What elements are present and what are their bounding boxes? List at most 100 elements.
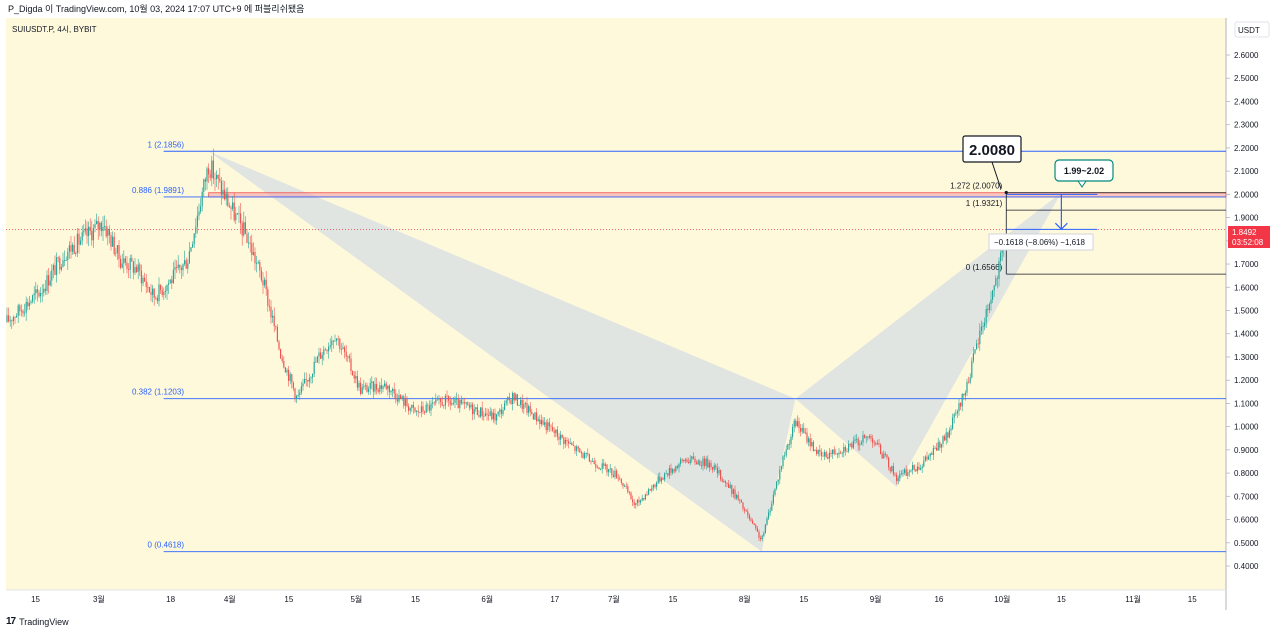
candle-body bbox=[630, 492, 632, 500]
candle-body bbox=[880, 444, 882, 455]
candle-body bbox=[500, 409, 502, 415]
candle-body bbox=[816, 450, 818, 454]
candle-body bbox=[699, 460, 701, 466]
candle-body bbox=[811, 442, 813, 447]
candle-body bbox=[36, 289, 38, 293]
candle-body bbox=[968, 381, 970, 383]
candle-body bbox=[734, 489, 736, 499]
candle-body bbox=[612, 475, 614, 477]
candle-body bbox=[235, 213, 237, 221]
candle-body bbox=[996, 278, 998, 280]
candle-body bbox=[84, 228, 86, 231]
candle-body bbox=[624, 485, 626, 487]
candle-body bbox=[251, 243, 253, 255]
candle-body bbox=[654, 484, 656, 487]
candle-body bbox=[494, 412, 496, 421]
candle-body bbox=[873, 442, 875, 444]
candle-body bbox=[180, 267, 182, 271]
measure-box[interactable] bbox=[988, 233, 1094, 251]
candle-body bbox=[966, 381, 968, 393]
candle-body bbox=[668, 468, 670, 476]
candle-body bbox=[780, 466, 782, 470]
price-chart[interactable]: 1 (2.1856) 0.886 (1.9891) 0.382 (1.1203) 0 … bbox=[6, 18, 1272, 610]
range-callout-text: 1.99~2.02 bbox=[1064, 166, 1104, 176]
candle-body bbox=[225, 193, 227, 200]
candle-body bbox=[588, 454, 590, 462]
candle-body bbox=[337, 338, 339, 340]
pattern-bcd-triangle[interactable] bbox=[795, 192, 1062, 488]
candle-body bbox=[216, 174, 218, 180]
candle-body bbox=[177, 264, 179, 268]
candle-body bbox=[905, 469, 907, 476]
candle-body bbox=[614, 470, 616, 477]
candle-body bbox=[315, 361, 317, 363]
candle-body bbox=[379, 385, 381, 392]
candle-body bbox=[564, 439, 566, 444]
candle-body bbox=[123, 258, 125, 264]
candle-body bbox=[366, 385, 368, 392]
candle-body bbox=[609, 468, 611, 470]
candle-body bbox=[518, 404, 520, 406]
candle-body bbox=[268, 305, 270, 307]
candle-body bbox=[67, 251, 69, 261]
candle-body bbox=[851, 443, 853, 448]
candle-body bbox=[433, 402, 435, 404]
x-tick-label: 16 bbox=[934, 595, 943, 604]
candle-body bbox=[561, 434, 563, 438]
candle-body bbox=[945, 432, 947, 441]
candle-body bbox=[969, 377, 971, 383]
candle-body bbox=[156, 297, 158, 302]
candle-body bbox=[94, 224, 96, 228]
candle-body bbox=[830, 452, 832, 455]
candle-body bbox=[724, 481, 726, 483]
candle-body bbox=[955, 413, 957, 415]
candle-body bbox=[702, 458, 704, 466]
candle-body bbox=[961, 393, 963, 407]
candle-body bbox=[665, 473, 667, 475]
x-tick-label: 6월 bbox=[481, 594, 493, 604]
candle-body bbox=[582, 453, 584, 459]
candle-body bbox=[596, 467, 598, 469]
candle-body bbox=[393, 389, 395, 394]
candle-body bbox=[369, 382, 371, 389]
candle-body bbox=[361, 387, 363, 394]
candle-body bbox=[209, 174, 211, 178]
candle-body bbox=[625, 485, 627, 487]
candle-body bbox=[555, 429, 557, 433]
candle-body bbox=[364, 385, 366, 387]
candle-body bbox=[153, 288, 155, 298]
candle-body bbox=[980, 326, 982, 331]
currency-box[interactable] bbox=[1234, 21, 1270, 38]
candle-body bbox=[622, 482, 624, 487]
candle-body bbox=[785, 449, 787, 456]
candle-body bbox=[265, 279, 267, 290]
candle-body bbox=[569, 442, 571, 444]
candle-body bbox=[171, 279, 173, 284]
candle-body bbox=[595, 464, 597, 468]
candle-body bbox=[318, 352, 320, 357]
candle-body bbox=[510, 399, 512, 405]
candle-body bbox=[492, 412, 494, 420]
candle-body bbox=[512, 393, 514, 405]
x-tick-label: 8월 bbox=[739, 594, 751, 604]
candle-body bbox=[448, 396, 450, 401]
pattern-xab-triangle[interactable] bbox=[208, 151, 796, 552]
candle-body bbox=[827, 457, 829, 459]
candle-body bbox=[585, 453, 587, 454]
candle-body bbox=[470, 404, 472, 408]
candle-body bbox=[404, 399, 406, 406]
candle-body bbox=[768, 512, 770, 519]
candle-body bbox=[680, 459, 682, 464]
candle-body bbox=[382, 386, 384, 389]
candle-body bbox=[660, 478, 662, 482]
candle-body bbox=[524, 403, 526, 404]
candle-body bbox=[292, 382, 294, 389]
footer-brand[interactable]: TradingView bbox=[19, 617, 69, 627]
candle-body bbox=[798, 421, 800, 429]
candle-body bbox=[488, 414, 490, 416]
chart-frame[interactable]: 1 (2.1856) 0.886 (1.9891) 0.382 (1.1203) 0 … bbox=[6, 18, 1272, 610]
candle-body bbox=[459, 399, 461, 409]
candle-body bbox=[681, 459, 683, 461]
candle-body bbox=[900, 473, 902, 475]
candle-body bbox=[465, 402, 467, 404]
